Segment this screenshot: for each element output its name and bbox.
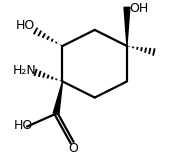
Text: H₂N: H₂N: [13, 64, 36, 77]
Text: OH: OH: [129, 2, 149, 15]
Text: HO: HO: [16, 19, 35, 32]
Polygon shape: [53, 81, 63, 114]
Polygon shape: [124, 7, 130, 46]
Text: HO: HO: [14, 119, 33, 132]
Text: O: O: [68, 142, 78, 155]
